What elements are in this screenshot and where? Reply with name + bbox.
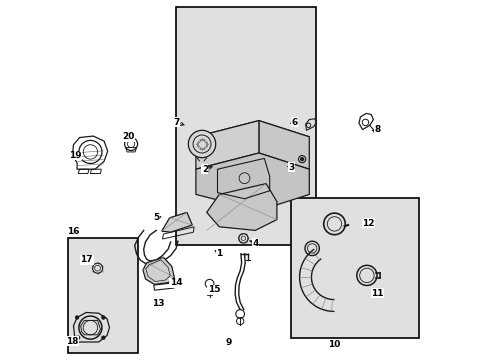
Bar	[176, 7, 316, 245]
Circle shape	[75, 316, 79, 319]
Text: 2: 2	[202, 165, 207, 174]
Polygon shape	[258, 121, 309, 169]
Polygon shape	[196, 121, 309, 153]
Circle shape	[76, 336, 80, 339]
Polygon shape	[196, 153, 309, 211]
Text: 14: 14	[169, 278, 182, 287]
Text: 1: 1	[216, 249, 222, 258]
Circle shape	[188, 130, 215, 158]
Text: 8: 8	[374, 125, 380, 134]
Circle shape	[102, 336, 105, 339]
Text: 18: 18	[66, 337, 79, 346]
Text: 11: 11	[371, 289, 383, 298]
Text: 17: 17	[81, 256, 93, 264]
Text: 9: 9	[224, 338, 231, 347]
Polygon shape	[142, 257, 174, 284]
Text: 3: 3	[287, 163, 294, 172]
Text: 5: 5	[153, 213, 159, 222]
Text: 6: 6	[290, 118, 297, 127]
Text: 19: 19	[69, 151, 81, 160]
Bar	[291, 198, 418, 338]
Text: 4: 4	[252, 238, 258, 248]
Text: 16: 16	[67, 227, 80, 236]
Text: 7: 7	[173, 118, 179, 127]
Text: 13: 13	[152, 299, 164, 307]
Text: 12: 12	[362, 219, 374, 228]
Circle shape	[300, 157, 303, 161]
Circle shape	[102, 316, 105, 319]
Polygon shape	[162, 212, 192, 232]
Text: 15: 15	[207, 285, 220, 294]
Polygon shape	[206, 184, 276, 230]
Bar	[68, 238, 138, 353]
Text: 10: 10	[327, 341, 340, 349]
Text: 20: 20	[122, 132, 135, 141]
Polygon shape	[196, 121, 258, 169]
